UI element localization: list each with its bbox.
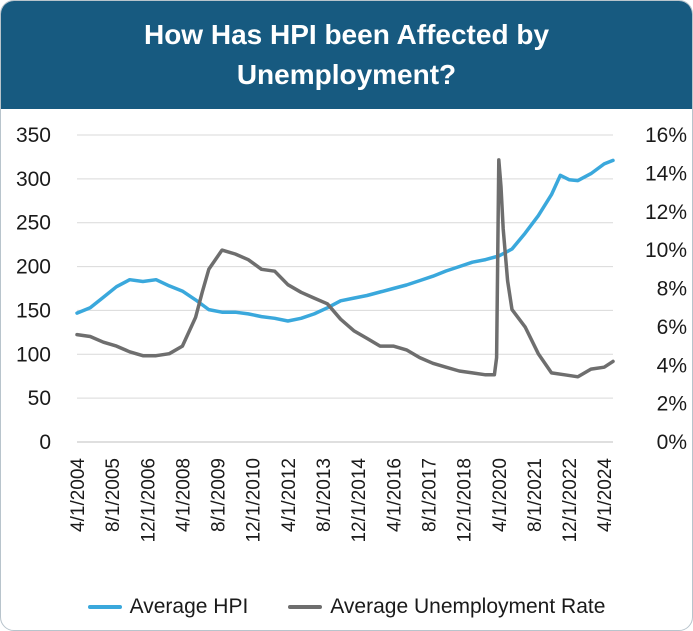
right-axis-ticks: 0% 2% 4% 6% 8% 10% 12% 14% 16%: [645, 124, 687, 454]
left-tick-label: 150: [16, 299, 51, 322]
right-tick-label: 8%: [657, 278, 687, 301]
right-tick-label: 4%: [657, 354, 687, 377]
x-tick-label: 8/1/2017: [419, 458, 440, 532]
left-tick-label: 250: [16, 212, 51, 235]
x-tick-label: 4/1/2020: [490, 458, 511, 532]
series-lines: [75, 158, 615, 379]
x-tick-label: 4/1/2024: [595, 458, 616, 532]
left-tick-label: 100: [16, 343, 51, 366]
left-tick-label: 350: [16, 124, 51, 147]
chart-legend: Average HPI Average Unemployment Rate: [1, 587, 692, 627]
x-tick-label: 8/1/2009: [209, 458, 230, 532]
chart-title: How Has HPI been Affected by Unemploymen…: [143, 19, 550, 90]
line-chart: 0 50 100 150 200 250 300 350 0% 2% 4% 6% 8% 10% 12% 14…: [16, 124, 687, 543]
right-tick-label: 0%: [657, 431, 687, 454]
x-tick-label: 12/1/2006: [138, 458, 159, 543]
x-tick-label: 12/1/2014: [349, 458, 370, 543]
x-tick-label: 4/1/2004: [68, 458, 89, 532]
x-tick-label: 12/1/2022: [560, 458, 581, 543]
left-tick-label: 50: [28, 387, 51, 410]
legend-label-hpi: Average HPI: [129, 595, 249, 618]
x-tick-label: 8/1/2021: [525, 458, 546, 532]
series-line-average-hpi: [75, 158, 615, 323]
x-tick-label: 8/1/2013: [314, 458, 335, 532]
legend-swatch-hpi: [87, 605, 122, 609]
right-tick-label: 6%: [657, 316, 687, 339]
x-tick-label: 4/1/2016: [384, 458, 405, 532]
x-tick-label: 4/1/2008: [173, 458, 194, 532]
legend-item-hpi: Average HPI: [87, 595, 249, 619]
x-tick-label: 12/1/2018: [455, 458, 476, 543]
x-axis-ticks: 4/1/2004 8/1/2005 12/1/2006 4/1/2008 8/1/200…: [68, 458, 616, 543]
x-tick-label: 8/1/2005: [103, 458, 124, 532]
right-tick-label: 14%: [645, 162, 687, 185]
left-tick-label: 0: [39, 431, 51, 454]
left-tick-label: 300: [16, 168, 51, 191]
x-tick-label: 12/1/2010: [244, 458, 265, 543]
series-line-average-unemployment-rate: [75, 158, 615, 379]
right-tick-label: 2%: [657, 393, 687, 416]
legend-swatch-unemployment: [288, 605, 323, 609]
left-axis-ticks: 0 50 100 150 200 250 300 350: [16, 124, 51, 454]
gridlines: [77, 134, 613, 443]
legend-item-unemployment: Average Unemployment Rate: [288, 595, 605, 619]
left-tick-label: 200: [16, 256, 51, 279]
right-tick-label: 10%: [645, 239, 687, 262]
x-tick-label: 4/1/2012: [279, 458, 300, 532]
chart-header: How Has HPI been Affected by Unemploymen…: [1, 1, 692, 109]
right-tick-label: 16%: [645, 124, 687, 147]
right-tick-label: 12%: [645, 201, 687, 224]
legend-label-unemployment: Average Unemployment Rate: [330, 595, 606, 618]
